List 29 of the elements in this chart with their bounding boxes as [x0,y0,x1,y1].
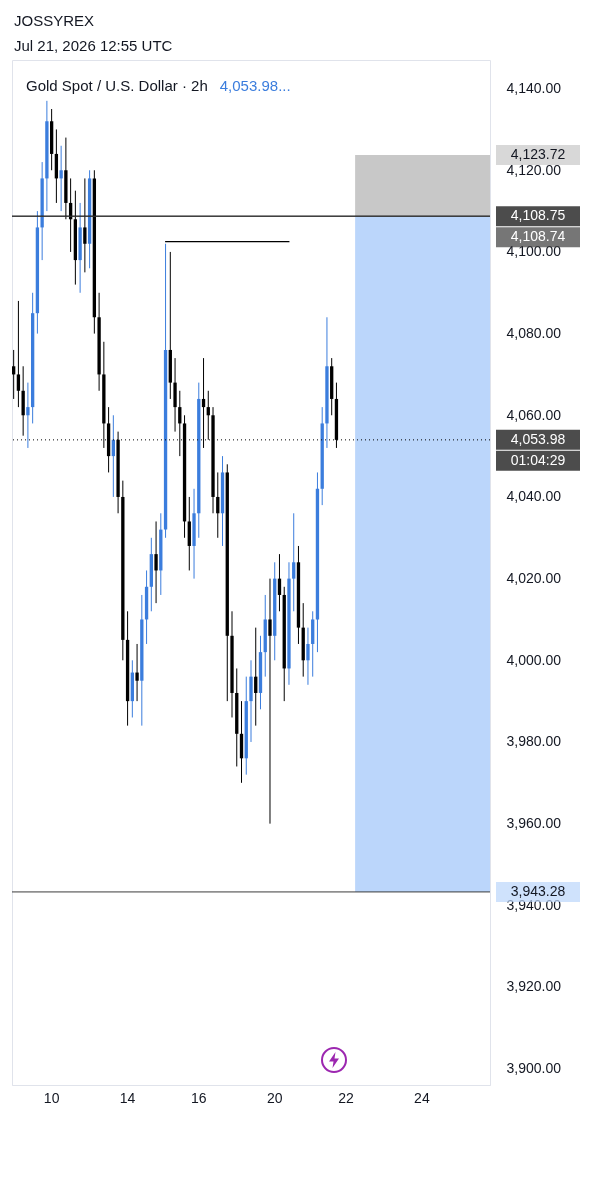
y-tick-label: 4,040.00 [506,488,562,505]
y-tick-label: 4,140.00 [506,80,562,97]
x-tick-label: 24 [414,1089,430,1106]
annotation: 4,053.98... [219,77,291,94]
band-label: 3,943.28 [510,882,566,899]
y-tick-label: 3,960.00 [506,815,562,832]
y-tick-label: 3,940.00 [506,896,562,913]
y-tick-label: 4,100.00 [506,243,562,260]
y-tick-label: 4,020.00 [506,570,562,587]
y-tick-label: 4,080.00 [506,325,562,342]
text: JOSSYREX [14,11,96,31]
ref-line-label: 4,108.75 [510,207,566,224]
y-tick-label: 3,920.00 [506,978,562,995]
text: 01:04:29 [510,451,566,468]
x-tick-label: 20 [266,1089,283,1106]
y-tick-label: 3,900.00 [506,1060,562,1077]
y-tick-label: 4,120.00 [506,161,562,178]
x-tick-label: 16 [191,1089,207,1106]
band-label: 4,123.72 [510,146,566,163]
y-tick-label: 3,980.00 [506,733,562,750]
ref-line-label: 4,053.98 [510,430,566,447]
text: Gold Spot / U.S. Dollar · 2h [26,77,208,94]
x-tick-label: 14 [119,1089,136,1106]
x-tick-label: 22 [338,1089,354,1106]
y-tick-label: 4,000.00 [506,651,562,668]
y-tick-label: 4,060.00 [506,406,562,423]
text: Jul 21, 2026 12:55 UTC [14,36,173,56]
ref-line-label: 4,108.74 [510,228,566,245]
x-tick-label: 10 [43,1089,60,1106]
